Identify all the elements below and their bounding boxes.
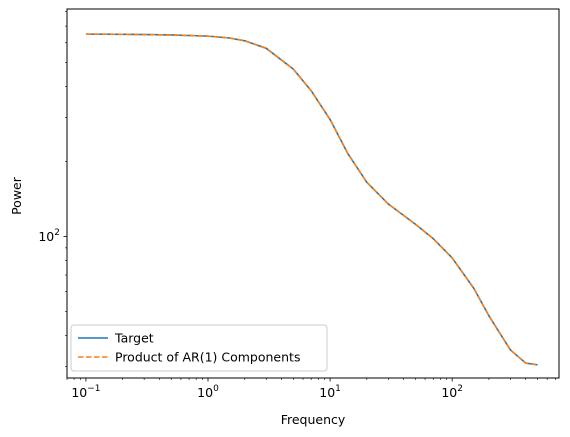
plot-frame xyxy=(66,8,560,379)
x-tick-label: 100 xyxy=(197,384,219,400)
legend-label-product: Product of AR(1) Components xyxy=(115,350,300,365)
x-axis-label: Frequency xyxy=(281,412,346,427)
series-lines xyxy=(85,33,538,366)
legend-box xyxy=(70,324,328,372)
y-axis-ticks: 102 xyxy=(38,11,67,367)
y-tick-label: 102 xyxy=(38,228,60,244)
plot-area xyxy=(67,9,559,378)
y-axis-label: Power xyxy=(9,176,24,215)
series-line-product xyxy=(85,33,538,366)
x-tick-label: 10−1 xyxy=(71,384,100,400)
legend-label-target: Target xyxy=(114,331,154,346)
x-tick-label: 102 xyxy=(441,384,463,400)
x-tick-label: 101 xyxy=(319,384,341,400)
x-axis-ticks: 10−1 100 101 102 xyxy=(66,378,556,400)
legend: Target Product of AR(1) Components xyxy=(70,324,328,372)
